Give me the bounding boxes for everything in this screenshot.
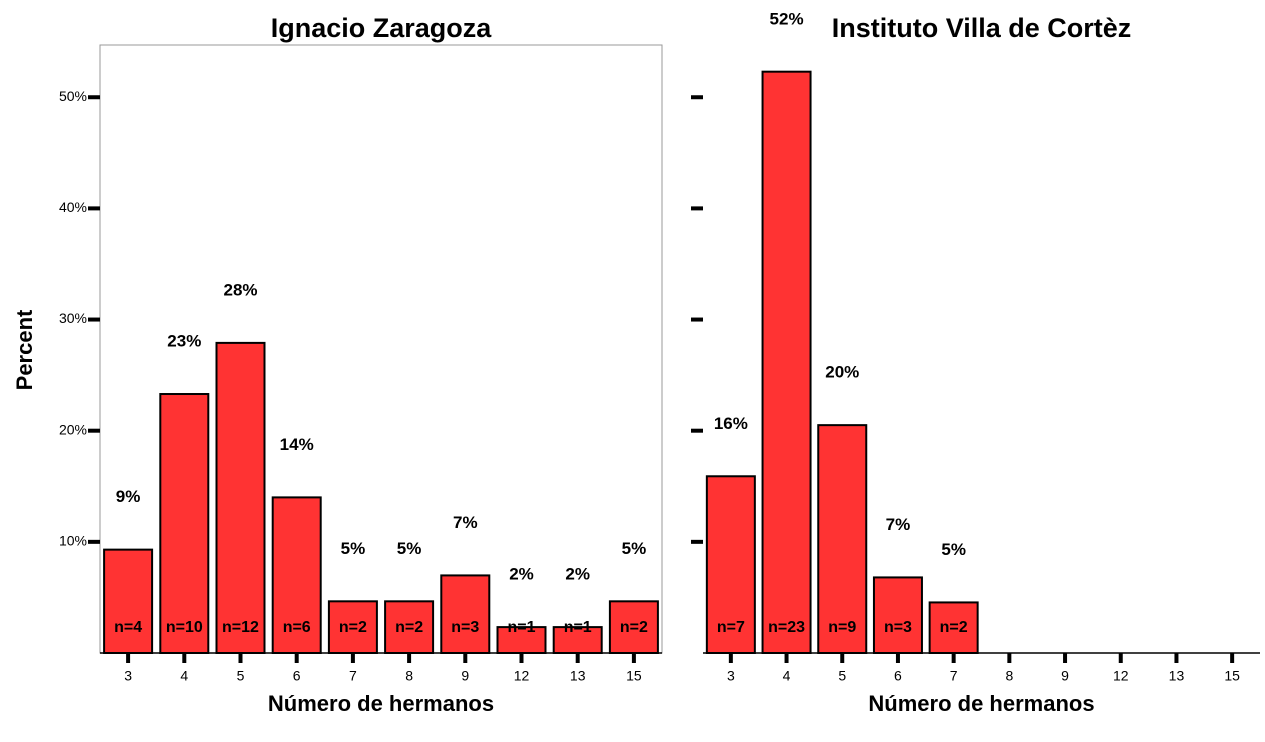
value-label: 23% xyxy=(167,332,201,351)
count-label: n=2 xyxy=(395,619,423,636)
bar xyxy=(928,601,979,655)
bar xyxy=(872,576,923,654)
x-tick-label: 9 xyxy=(461,668,469,684)
count-label: n=6 xyxy=(283,619,311,636)
bar xyxy=(271,496,322,654)
x-tick-label: 6 xyxy=(894,668,902,684)
chart-title: Instituto Villa de Cortèz xyxy=(832,13,1132,43)
bar xyxy=(817,424,868,654)
count-label: n=7 xyxy=(717,619,745,636)
value-label: 7% xyxy=(886,515,911,534)
value-label: 2% xyxy=(565,565,590,584)
bar xyxy=(103,548,154,655)
value-label: 5% xyxy=(397,539,422,558)
chart-title: Ignacio Zaragoza xyxy=(271,13,493,43)
bar xyxy=(215,341,266,654)
count-label: n=2 xyxy=(940,619,968,636)
value-label: 5% xyxy=(941,540,966,559)
value-label: 5% xyxy=(341,539,366,558)
value-label: 16% xyxy=(714,414,748,433)
x-tick-label: 13 xyxy=(1169,668,1185,684)
x-tick-label: 8 xyxy=(405,668,413,684)
x-tick-label: 3 xyxy=(124,668,132,684)
value-label: 52% xyxy=(770,9,804,28)
x-tick-label: 6 xyxy=(293,668,301,684)
x-tick-label: 15 xyxy=(626,668,642,684)
y-tick-label: 40% xyxy=(59,199,87,215)
value-label: 14% xyxy=(280,435,314,454)
x-tick-label: 5 xyxy=(838,668,846,684)
count-label: n=1 xyxy=(564,619,592,636)
value-label: 20% xyxy=(825,363,859,382)
count-label: n=3 xyxy=(451,619,479,636)
x-axis-label: Número de hermanos xyxy=(268,691,494,716)
count-label: n=9 xyxy=(828,619,856,636)
x-tick-label: 15 xyxy=(1224,668,1240,684)
x-tick-label: 13 xyxy=(570,668,586,684)
bar xyxy=(327,600,378,655)
count-label: n=12 xyxy=(222,619,259,636)
value-label: 5% xyxy=(622,539,647,558)
y-tick-label: 10% xyxy=(59,533,87,549)
bar xyxy=(159,393,210,654)
bar xyxy=(384,600,435,655)
x-tick-label: 4 xyxy=(783,668,791,684)
bar xyxy=(552,626,603,654)
value-label: 7% xyxy=(453,513,478,532)
x-tick-label: 12 xyxy=(1113,668,1129,684)
bar xyxy=(761,70,812,655)
x-tick-label: 7 xyxy=(950,668,958,684)
y-tick-label: 30% xyxy=(59,310,87,326)
y-tick-label: 50% xyxy=(59,88,87,104)
x-axis-label: Número de hermanos xyxy=(868,691,1094,716)
x-tick-label: 8 xyxy=(1005,668,1013,684)
count-label: n=23 xyxy=(768,619,805,636)
y-axis-label: Percent xyxy=(12,309,37,390)
bar xyxy=(440,574,491,654)
x-tick-label: 4 xyxy=(180,668,188,684)
x-tick-label: 9 xyxy=(1061,668,1069,684)
count-label: n=2 xyxy=(620,619,648,636)
bar xyxy=(705,475,756,654)
count-label: n=3 xyxy=(884,619,912,636)
x-tick-label: 5 xyxy=(237,668,245,684)
bar xyxy=(496,626,547,654)
bar xyxy=(608,600,659,655)
count-label: n=10 xyxy=(166,619,203,636)
count-label: n=2 xyxy=(339,619,367,636)
y-tick-label: 20% xyxy=(59,421,87,437)
count-label: n=4 xyxy=(114,619,142,636)
value-label: 28% xyxy=(223,280,257,299)
x-tick-label: 12 xyxy=(514,668,530,684)
count-label: n=1 xyxy=(507,619,535,636)
value-label: 9% xyxy=(116,487,141,506)
x-tick-label: 3 xyxy=(727,668,735,684)
x-tick-label: 7 xyxy=(349,668,357,684)
value-label: 2% xyxy=(509,565,534,584)
